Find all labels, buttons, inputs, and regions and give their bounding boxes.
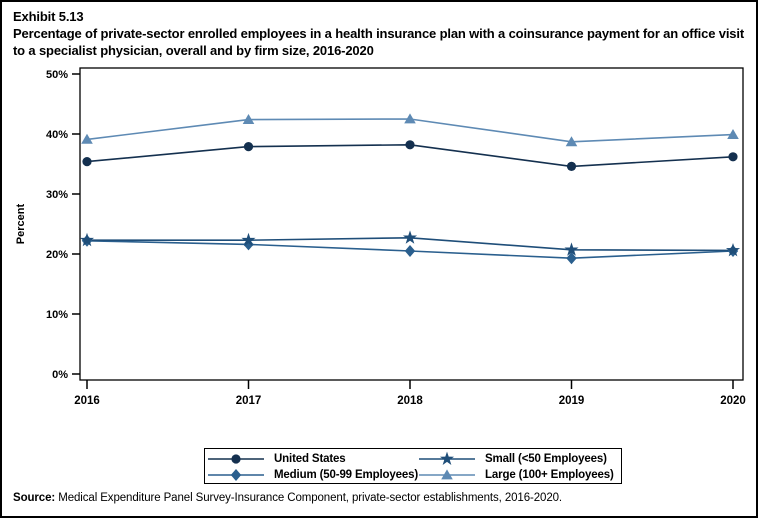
data-point-triangle [565, 136, 578, 147]
y-tick-label: 50% [46, 69, 68, 81]
line-chart: 0% 10% 20% 30% 40% 50% 2016 2017 2018 2019 2020 P… [15, 67, 746, 407]
source-text: Medical Expenditure Panel Survey-Insuran… [55, 492, 563, 504]
data-point-diamond [404, 245, 416, 257]
data-point-diamond [243, 238, 254, 251]
x-tick-label: 2019 [559, 395, 585, 407]
legend: United States Medium (50-99 Employees) Sma… [204, 448, 622, 484]
legend-swatch-triangle [419, 469, 476, 480]
data-point-star [79, 232, 95, 247]
data-point-triangle [81, 133, 93, 144]
legend-marker-circle [231, 454, 241, 464]
data-point-diamond [566, 252, 577, 265]
data-point-triangle [242, 114, 255, 124]
legend-swatch-star [419, 451, 476, 465]
title-block: Exhibit 5.13 Percentage of private-secto… [13, 8, 746, 59]
data-point-star [241, 232, 256, 247]
data-point-star [402, 230, 418, 244]
data-point-circle [405, 140, 415, 150]
y-tick-label: 40% [46, 129, 68, 141]
x-tick-label: 2020 [720, 395, 746, 407]
legend-label: United States [274, 453, 346, 465]
data-point-circle [243, 142, 254, 152]
legend-item: Large (100+ Employees) [418, 467, 617, 483]
data-point-triangle [404, 113, 416, 124]
legend-swatch-diamond [208, 469, 264, 481]
data-point-star [564, 242, 579, 256]
plot-area-border [79, 67, 744, 381]
series-markers [79, 113, 741, 265]
y-tick-label: 20% [46, 249, 68, 261]
x-tick-label: 2018 [397, 395, 423, 407]
data-point-circle [566, 161, 577, 171]
legend-swatch-circle [208, 454, 264, 464]
x-tick-label: 2017 [236, 395, 262, 407]
source-label: Source: [13, 492, 56, 504]
y-tick-label: 10% [46, 309, 68, 321]
legend-label: Large (100+ Employees) [485, 469, 614, 481]
exhibit-label: Exhibit 5.13 [13, 9, 84, 24]
legend-marker-diamond [230, 469, 242, 481]
y-axis-ticks: 0% 10% 20% 30% 40% 50% [46, 69, 80, 381]
legend-label: Medium (50-99 Employees) [274, 469, 419, 481]
legend-marker-star [439, 451, 455, 465]
chart-title: Percentage of private-sector enrolled em… [13, 26, 745, 58]
source-note: Source: Medical Expenditure Panel Survey… [13, 492, 562, 504]
data-point-star [725, 243, 741, 257]
y-tick-label: 0% [52, 369, 68, 381]
legend-item: Medium (50-99 Employees) [207, 467, 418, 483]
data-point-circle [728, 152, 738, 162]
legend-item: Small (<50 Employees) [418, 451, 617, 467]
x-axis-ticks: 2016 2017 2018 2019 2020 [74, 380, 746, 407]
y-axis-title: Percent [15, 203, 27, 244]
legend-marker-triangle [441, 469, 453, 480]
legend-label: Small (<50 Employees) [485, 453, 607, 465]
data-point-circle [82, 157, 92, 167]
legend-item: United States [207, 451, 418, 467]
x-tick-label: 2016 [74, 395, 100, 407]
y-tick-label: 30% [46, 189, 68, 201]
data-point-triangle [727, 129, 739, 139]
